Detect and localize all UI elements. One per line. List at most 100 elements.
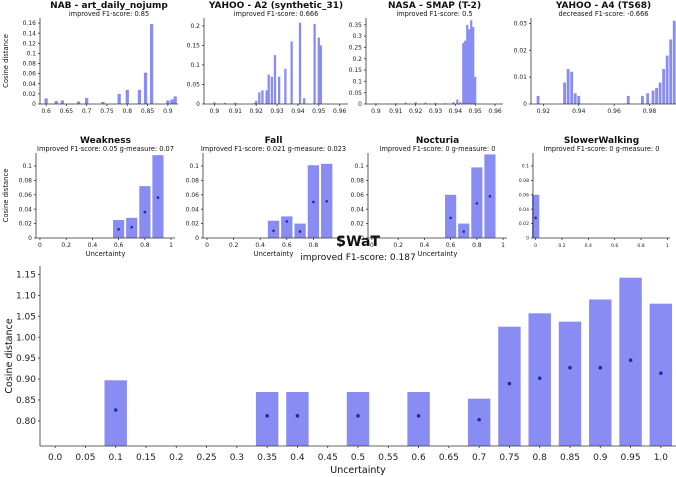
y-tick-label: 0.08 [519,178,529,184]
chart-title: YAHOO - A2 (synthetic_31) [208,1,343,11]
y-tick-label: 0.02 [23,91,37,98]
x-tick-label: 0.0 [48,453,63,463]
x-tick-label: 0.65 [60,108,74,115]
x-tick-label: 0.98 [643,108,657,115]
bar [284,68,287,104]
x-tick-label: 0.9 [371,108,381,115]
x-tick-label: 0.96 [488,108,502,115]
y-tick-label: 0.1 [522,164,529,170]
marker-point [449,216,452,220]
x-axis-label: Uncertainty [418,250,458,258]
chart-title: NAB - art_daily_nojump [50,1,168,11]
y-tick-label: 0.04 [23,81,37,88]
x-tick-label: 0.91 [389,108,403,115]
y-tick-label: 0.2 [352,56,362,63]
bar [532,194,540,238]
bar [137,89,142,104]
chart-swat: SWaT improved F1-score: 0.187 0.0 0.05 0.1 0.… [4,234,676,476]
x-tick-label: 0.55 [378,453,398,463]
x-tick-label: 0.1 [109,453,123,463]
bar [166,100,170,104]
bar [85,97,89,104]
x-tick-label: 0 [534,243,537,249]
chart-subtitle: Improved F1-score: 0.021 g-measure: 0.02… [201,145,346,153]
bar [290,41,293,104]
bar [467,398,491,446]
x-tick-label: 0.2 [169,453,183,463]
x-axis-label: Uncertainty [254,250,294,258]
marker-point [475,202,479,205]
x-tick-label: 0.15 [136,453,156,463]
y-tick-label: 0.03 [514,20,528,27]
bar [570,71,574,104]
y-tick-label: 0.02 [19,221,33,228]
x-tick-label: 0.25 [197,453,217,463]
y-tick-label: 0 [526,236,529,242]
marker-point [312,200,315,204]
x-tick-label: 0.4 [585,243,592,249]
y-tick-label: 0 [523,101,527,108]
bar [149,24,154,104]
x-tick-label: 0 [370,242,374,249]
bar [665,55,669,105]
y-tick-label: 0.04 [351,206,365,213]
x-tick-label: 0.96 [607,108,621,115]
y-tick-label: 1.05 [16,312,36,322]
chart-title: Fall [265,136,283,146]
y-tick-label: 0.04 [519,207,529,213]
x-tick-label: 0.94 [572,108,586,115]
x-tick-label: 0.8 [637,243,644,249]
bar [303,98,306,104]
y-tick-label: 0.1 [354,163,364,170]
y-tick-label: 0.06 [186,192,200,199]
y-tick-label: 0.02 [186,221,200,228]
x-tick-label: 1.0 [654,453,669,463]
bar [470,20,473,104]
marker-point [628,358,633,362]
y-tick-label: 0.80 [16,417,36,427]
bar [173,96,177,104]
marker-point [659,371,663,375]
marker-point [462,230,466,233]
y-tick-label: 0.06 [519,192,529,198]
chart-subtitle: improved F1-score: 0.85 [69,10,149,18]
x-tick-label: 0.94 [291,108,305,115]
x-tick-label: 0.05 [75,453,95,463]
bar [258,92,261,104]
marker-point [113,408,118,412]
marker-point [488,194,492,198]
y-tick-label: 0.08 [351,177,365,184]
y-tick-label: 0.35 [349,22,363,29]
bar [277,76,281,104]
x-tick-label: 0.6 [282,242,292,249]
x-tick-label: 0.6 [611,243,618,249]
marker-point [272,229,275,233]
x-tick-label: 0.4 [255,242,265,249]
x-tick-label: 0.9 [163,108,173,115]
x-tick-label: 0.8 [122,108,132,115]
bar [104,380,127,446]
chart-subtitle: Improved F1-score: 0 g-measure: 0 [544,145,660,153]
x-tick-label: 0.96 [333,108,347,115]
bar [273,55,277,104]
y-tick-label: 0.05 [349,90,363,97]
x-tick-label: 0.2 [558,243,565,249]
y-tick-label: 0.04 [19,206,33,213]
bar [298,22,302,104]
x-tick-label: 0.85 [141,108,155,115]
y-tick-label: 0.02 [351,221,365,228]
x-tick-label: 1 [501,242,505,249]
marker-point [285,220,289,223]
chart-title: YAHOO - A4 (TS68) [555,1,651,11]
y-tick-label: 0 [358,101,362,108]
y-tick-label: 0 [28,235,32,242]
y-tick-label: 0.25 [349,45,363,52]
x-tick-label: 0.7 [472,453,486,463]
bar [267,220,280,238]
x-tick-label: 0.4 [290,453,305,463]
y-tick-label: 0.05 [187,82,201,89]
y-axis-label: Cosine distance [2,169,10,223]
